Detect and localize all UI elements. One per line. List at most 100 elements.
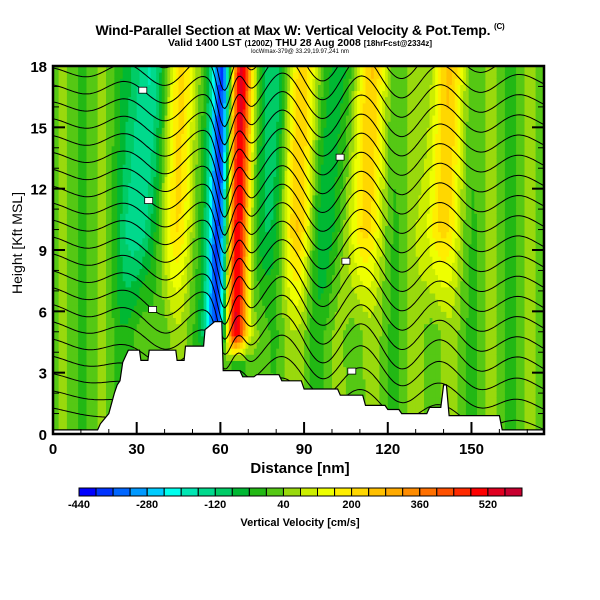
velocity-cell <box>100 354 104 361</box>
velocity-cell <box>217 231 221 239</box>
velocity-cell <box>80 409 85 417</box>
velocity-cell <box>167 164 171 171</box>
velocity-cell <box>251 299 255 306</box>
velocity-cell <box>139 96 143 104</box>
velocity-cell <box>226 194 230 202</box>
velocity-cell <box>265 342 269 349</box>
velocity-cell <box>175 145 180 153</box>
velocity-cell <box>273 317 277 325</box>
velocity-cell <box>170 84 174 92</box>
velocity-cell <box>114 219 118 226</box>
velocity-cell <box>195 317 199 325</box>
velocity-cell <box>253 342 258 349</box>
velocity-cell <box>198 164 202 171</box>
velocity-cell <box>265 115 269 122</box>
velocity-cell <box>100 317 104 325</box>
velocity-cell <box>94 237 99 245</box>
velocity-cell <box>131 280 135 288</box>
velocity-cell <box>66 409 71 417</box>
velocity-cell <box>279 360 283 368</box>
velocity-cell <box>184 250 188 257</box>
velocity-cell <box>251 108 255 116</box>
velocity-cell <box>209 305 213 312</box>
velocity-cell <box>234 268 238 276</box>
velocity-cell <box>276 72 280 79</box>
velocity-cell <box>89 164 93 171</box>
velocity-cell <box>136 243 141 251</box>
velocity-cell <box>256 108 261 116</box>
velocity-cell <box>83 158 88 165</box>
velocity-cell <box>86 170 90 177</box>
velocity-cell <box>58 256 62 263</box>
velocity-cell <box>256 286 261 294</box>
velocity-cell <box>170 121 174 128</box>
velocity-cell <box>281 108 286 116</box>
velocity-cell <box>195 219 199 226</box>
velocity-cell <box>120 200 124 208</box>
velocity-cell <box>106 182 110 190</box>
velocity-cell <box>220 78 224 85</box>
velocity-cell <box>175 280 180 288</box>
velocity-cell <box>253 78 258 85</box>
velocity-cell <box>181 286 185 294</box>
velocity-cell <box>66 237 71 245</box>
velocity-cell <box>86 182 90 190</box>
velocity-cell <box>259 292 263 300</box>
velocity-cell <box>239 323 244 331</box>
velocity-cell <box>175 268 180 276</box>
velocity-cell <box>276 66 280 73</box>
velocity-cell <box>259 237 263 245</box>
velocity-cell <box>237 329 241 337</box>
velocity-cell <box>114 84 118 92</box>
velocity-cell <box>170 108 174 116</box>
velocity-cell <box>181 188 185 196</box>
velocity-cell <box>100 66 104 73</box>
velocity-cell <box>131 342 135 349</box>
velocity-cell <box>89 170 93 177</box>
velocity-cell <box>66 102 71 110</box>
velocity-cell <box>270 194 274 202</box>
velocity-cell <box>142 243 146 251</box>
velocity-cell <box>61 292 65 300</box>
velocity-cell <box>228 72 233 79</box>
velocity-cell <box>114 329 118 337</box>
velocity-cell <box>80 151 85 159</box>
velocity-cell <box>145 145 149 153</box>
velocity-cell <box>279 102 283 110</box>
velocity-cell <box>209 176 213 184</box>
velocity-cell <box>72 366 76 374</box>
velocity-cell <box>100 384 104 392</box>
velocity-cell <box>159 286 163 294</box>
velocity-cell <box>142 311 146 318</box>
velocity-cell <box>136 164 141 171</box>
velocity-cell <box>128 127 132 134</box>
velocity-cell <box>69 78 74 85</box>
velocity-cell <box>242 139 247 147</box>
velocity-cell <box>220 305 224 312</box>
velocity-cell <box>83 237 88 245</box>
velocity-cell <box>69 299 74 306</box>
velocity-cell <box>80 127 85 134</box>
velocity-cell <box>145 170 149 177</box>
velocity-cell <box>186 292 191 300</box>
velocity-cell <box>256 90 261 98</box>
velocity-cell <box>209 164 213 171</box>
velocity-cell <box>78 133 82 141</box>
velocity-cell <box>228 102 233 110</box>
velocity-cell <box>173 96 177 104</box>
velocity-cell <box>136 90 141 98</box>
velocity-cell <box>198 194 202 202</box>
velocity-cell <box>186 213 191 220</box>
velocity-cell <box>270 231 274 239</box>
velocity-cell <box>66 207 71 214</box>
velocity-cell <box>150 292 154 300</box>
velocity-cell <box>262 250 266 257</box>
velocity-cell <box>242 188 247 196</box>
velocity-cell <box>64 90 68 98</box>
velocity-cell <box>64 311 68 318</box>
velocity-cell <box>242 90 247 98</box>
velocity-cell <box>145 66 149 73</box>
velocity-cell <box>72 268 76 276</box>
velocity-cell <box>273 158 277 165</box>
velocity-cell <box>136 286 141 294</box>
